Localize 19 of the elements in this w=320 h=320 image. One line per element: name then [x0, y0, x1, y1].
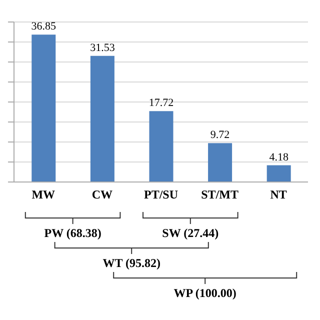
data-label: 17.72 [148, 97, 174, 110]
bar [90, 56, 114, 182]
text: SW (27.44) [162, 226, 219, 240]
bar [266, 165, 291, 182]
data-label: 4.18 [269, 151, 289, 164]
x-tick-label: PT/SU [144, 188, 178, 202]
x-tick-label: MW [32, 188, 56, 202]
bar [149, 111, 174, 182]
text: PW (68.38) [44, 226, 102, 240]
bar [208, 143, 232, 182]
text: WP (100.00) [174, 286, 236, 300]
data-label: 31.53 [90, 42, 116, 54]
data-label: 36.85 [31, 20, 57, 33]
x-tick-label: NT [270, 188, 287, 202]
x-tick-label: ST/MT [201, 188, 238, 202]
data-label: 9.72 [210, 129, 230, 142]
text: WT (95.82) [102, 256, 160, 270]
x-tick-label: CW [92, 188, 113, 202]
bar [32, 34, 56, 182]
